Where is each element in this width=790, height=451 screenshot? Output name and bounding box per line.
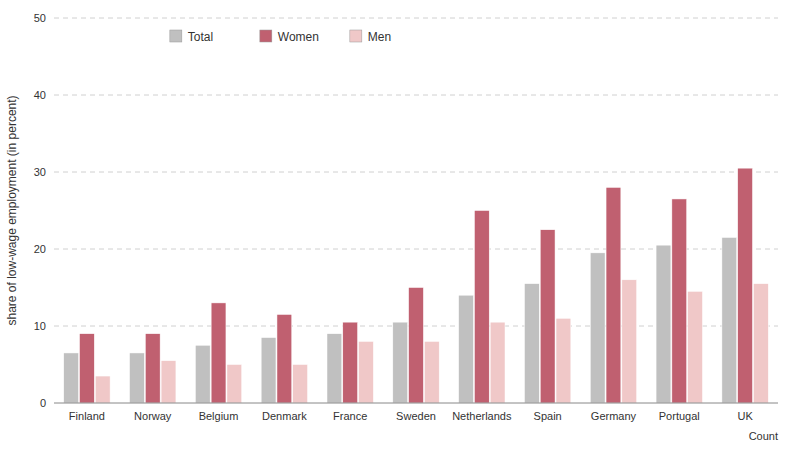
x-tick-label: Norway [134, 410, 172, 422]
x-tick-label: Belgium [199, 410, 239, 422]
legend-label: Total [188, 30, 213, 44]
bars [64, 168, 769, 403]
bar [64, 353, 79, 403]
bar [524, 284, 539, 403]
bar [227, 365, 242, 404]
bar [474, 211, 489, 404]
bar [424, 341, 439, 403]
bar [688, 291, 703, 403]
x-tick-label: Germany [591, 410, 637, 422]
bar [327, 334, 342, 403]
bar [145, 334, 160, 403]
y-tick-label: 50 [34, 12, 46, 24]
bar [393, 322, 408, 403]
y-tick-label: 10 [34, 320, 46, 332]
chart-container: 0 10 20 30 40 50 share of low-wage employment … [0, 0, 790, 451]
y-tick-label: 30 [34, 166, 46, 178]
bar [95, 376, 110, 403]
bar [459, 295, 474, 403]
grid-line [54, 95, 778, 96]
x-tick-label: Denmark [262, 410, 307, 422]
bar [261, 338, 276, 403]
x-tick-label: Finland [69, 410, 105, 422]
bar [277, 314, 292, 403]
legend-swatch [350, 30, 362, 42]
x-axis-line [54, 403, 778, 404]
grid-line [54, 18, 778, 19]
x-tick-label: Spain [534, 410, 562, 422]
bar [409, 288, 424, 404]
bar [738, 168, 753, 403]
legend-label: Women [278, 30, 319, 44]
bar [753, 284, 768, 403]
bar [211, 303, 226, 403]
x-axis: Finland Norway Belgium Denmark France Sweden N… [54, 403, 778, 422]
bar [590, 253, 605, 403]
bar [722, 237, 737, 403]
bar [359, 341, 374, 403]
x-tick-label: Sweden [396, 410, 436, 422]
bar [80, 334, 95, 403]
legend-swatch [260, 30, 272, 42]
x-axis-label: Count [749, 430, 778, 442]
chart-svg: 0 10 20 30 40 50 share of low-wage employment … [0, 0, 790, 451]
bar [556, 318, 571, 403]
legend: Total Women Men [170, 30, 391, 44]
grid-line [54, 172, 778, 173]
bar [490, 322, 505, 403]
x-tick-label: Netherlands [452, 410, 512, 422]
y-tick-label: 40 [34, 89, 46, 101]
bar [622, 280, 637, 403]
bar [130, 353, 145, 403]
bar [606, 187, 621, 403]
bar [540, 230, 555, 403]
y-tick-label: 20 [34, 243, 46, 255]
y-axis: 0 10 20 30 40 50 [34, 12, 46, 409]
legend-swatch [170, 30, 182, 42]
bar [656, 245, 671, 403]
bar [343, 322, 358, 403]
bar [161, 361, 176, 403]
bar [672, 199, 687, 403]
x-tick-label: France [333, 410, 367, 422]
legend-label: Men [368, 30, 391, 44]
bar [293, 365, 308, 404]
y-axis-label: share of low-wage employment (in percent… [5, 95, 19, 325]
y-tick-label: 0 [40, 397, 46, 409]
x-tick-label: UK [737, 410, 753, 422]
bar [195, 345, 210, 403]
x-tick-label: Portugal [659, 410, 700, 422]
